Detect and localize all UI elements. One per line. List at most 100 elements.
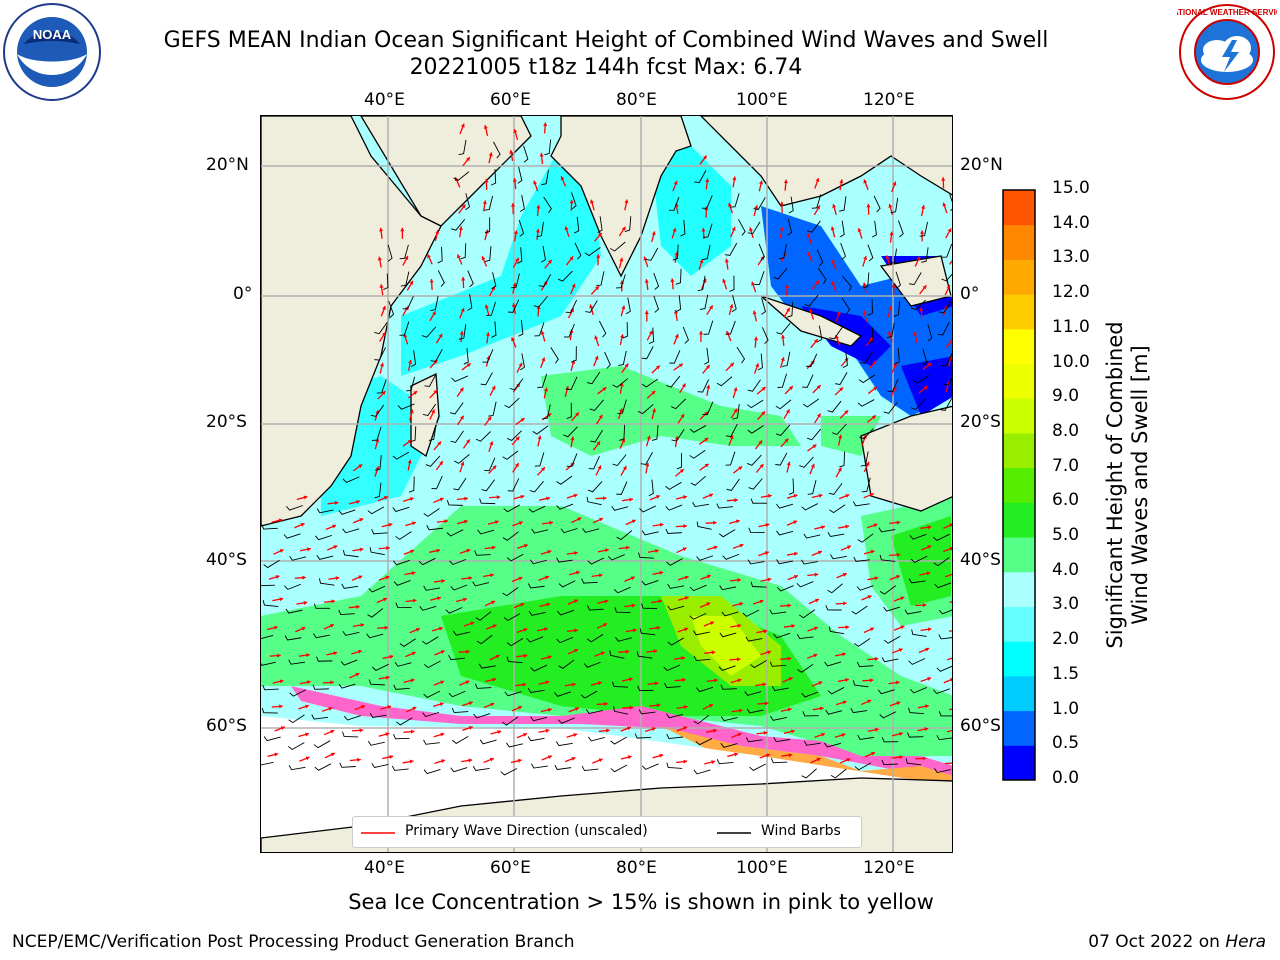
- colorbar-segment: [1003, 502, 1035, 538]
- wind-barb: [936, 735, 952, 741]
- wind-barb: [842, 351, 848, 369]
- lat-label-right-40s: 40°S: [960, 550, 1001, 570]
- wind-barb: [342, 731, 359, 738]
- wind-barb: [909, 533, 927, 540]
- wind-barb: [532, 425, 549, 435]
- wind-barb: [500, 768, 518, 776]
- wave-arrowhead: [946, 285, 951, 290]
- wave-arrowhead: [683, 726, 688, 731]
- wave-arrowhead: [356, 604, 360, 609]
- wind-barb: [719, 632, 737, 638]
- wind-barb: [693, 769, 711, 775]
- wave-arrowhead: [509, 150, 514, 154]
- wind-barb: [426, 525, 443, 531]
- wind-barb: [742, 609, 760, 617]
- wave-arrowhead: [779, 227, 784, 231]
- wind-barb: [423, 508, 440, 517]
- wind-barbs-legend-swatch: [717, 832, 751, 834]
- colorbar-tick-label: 12.0: [1052, 282, 1090, 303]
- wave-arrowhead: [460, 461, 465, 466]
- wind-barb: [263, 736, 281, 742]
- wind-barb: [725, 423, 738, 437]
- wave-arrowhead: [674, 334, 679, 339]
- wave-arrowhead: [927, 362, 932, 367]
- wave-arrowhead: [497, 730, 502, 734]
- date-value: 07 Oct 2022 on: [1088, 932, 1226, 952]
- wave-arrowhead: [654, 681, 659, 686]
- wind-barb: [374, 347, 386, 361]
- wind-barb: [338, 509, 356, 515]
- wave-arrowhead: [536, 205, 541, 209]
- lon-label-top-60e: 60°E: [490, 90, 531, 110]
- wave-arrowhead: [468, 758, 473, 763]
- wind-barb: [637, 685, 654, 692]
- wave-arrowhead: [484, 304, 489, 309]
- wind-barb: [615, 636, 633, 642]
- wave-arrowhead: [600, 651, 605, 656]
- wind-barb: [941, 273, 952, 282]
- wind-barb: [832, 423, 847, 436]
- wave-arrowhead: [441, 578, 445, 584]
- wave-arrowhead: [547, 259, 552, 264]
- wave-arrowhead: [441, 759, 445, 764]
- wind-barb: [423, 739, 440, 745]
- wind-barb: [905, 758, 922, 766]
- wind-barb: [824, 661, 842, 667]
- wave-arrowhead: [888, 306, 893, 310]
- wave-arrowhead: [751, 281, 756, 286]
- wind-barb: [467, 270, 474, 288]
- wind-barb: [811, 194, 822, 209]
- wind-barb: [449, 558, 467, 566]
- wind-barb: [399, 638, 416, 647]
- wave-arrowhead: [429, 279, 434, 283]
- wave-arrowhead: [409, 409, 414, 414]
- wind-barb: [529, 559, 547, 565]
- wind-barb: [859, 351, 873, 364]
- wave-arrowhead: [832, 204, 837, 208]
- wind-barb: [406, 376, 416, 392]
- wave-arrowhead: [758, 180, 763, 185]
- wave-arrowhead: [659, 753, 664, 758]
- wave-arrowhead: [303, 495, 308, 500]
- wave-arrowhead: [713, 520, 717, 525]
- wave-arrowhead: [604, 701, 608, 707]
- wave-arrowhead: [408, 360, 413, 364]
- wave-arrowhead: [407, 459, 412, 464]
- wave-arrowhead: [755, 363, 760, 368]
- wind-barb: [738, 219, 746, 236]
- wave-arrowhead: [738, 708, 743, 713]
- wind-barb: [392, 765, 409, 771]
- wind-barb: [284, 583, 302, 590]
- wave-arrowhead: [846, 545, 851, 550]
- wave-arrowhead: [786, 307, 790, 312]
- wave-arrowhead: [466, 157, 470, 162]
- wind-barb: [689, 449, 706, 459]
- wind-barb: [773, 267, 788, 280]
- wind-barb: [581, 578, 598, 584]
- wind-barb: [803, 740, 821, 746]
- wind-barb: [338, 609, 355, 615]
- wind-barb: [311, 714, 329, 720]
- wind-barb: [419, 605, 437, 611]
- wave-arrowhead: [454, 177, 459, 182]
- wind-barb: [827, 531, 845, 537]
- wave-arrowhead: [819, 706, 824, 711]
- wave-arrowhead: [456, 254, 461, 259]
- wind-barb: [731, 295, 737, 313]
- wave-arrowhead: [273, 625, 278, 630]
- wind-barb: [587, 557, 605, 565]
- wind-barb: [610, 736, 627, 745]
- wave-arrowhead: [626, 726, 631, 731]
- wind-barb: [835, 372, 848, 385]
- colorbar: [1002, 189, 1036, 781]
- wind-barb: [689, 612, 707, 620]
- wave-arrowhead: [655, 495, 660, 499]
- wind-barb: [853, 556, 871, 562]
- wave-arrowhead: [681, 383, 686, 388]
- wave-arrowhead: [512, 282, 517, 287]
- wave-arrow: [948, 708, 952, 711]
- wave-arrowhead: [837, 467, 842, 472]
- wave-arrowhead: [871, 751, 876, 756]
- wind-barb: [693, 655, 711, 662]
- wind-barb: [475, 611, 492, 621]
